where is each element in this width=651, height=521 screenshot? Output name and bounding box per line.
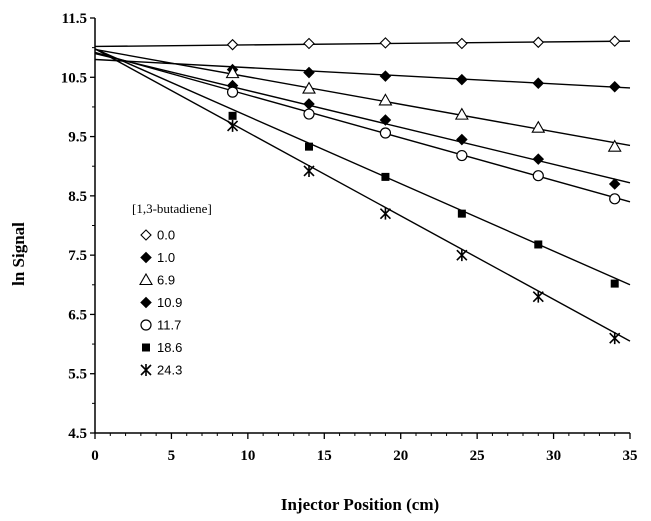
data-point: [225, 66, 240, 79]
legend-label: 18.6: [157, 340, 182, 355]
y-tick-label: 11.5: [62, 11, 87, 27]
x-tick-label: 20: [393, 448, 408, 464]
data-point: [608, 178, 621, 190]
data-point: [532, 170, 544, 182]
data-point: [302, 81, 316, 94]
y-tick-label: 5.5: [68, 367, 87, 383]
legend-marker: [140, 251, 152, 264]
data-point: [303, 66, 315, 79]
data-point: [228, 111, 237, 120]
legend-label: 1.0: [157, 250, 175, 265]
y-tick-label: 8.5: [68, 189, 87, 205]
y-tick-label: 7.5: [68, 248, 87, 264]
x-tick-label: 5: [168, 448, 176, 464]
data-point: [379, 127, 392, 139]
legend-label: 0.0: [157, 228, 175, 243]
legend-marker: [139, 272, 153, 286]
data-point: [456, 73, 468, 86]
legend-label: 10.9: [157, 295, 182, 310]
legend-marker: [140, 364, 152, 376]
data-point: [607, 139, 622, 152]
data-point: [457, 209, 466, 218]
ticks: [90, 17, 631, 439]
x-tick-label: 10: [240, 448, 255, 464]
x-tick-label: 30: [546, 448, 561, 464]
data-point: [379, 114, 392, 126]
x-tick-label: 35: [623, 448, 638, 464]
data-point: [456, 249, 468, 262]
data-point: [303, 37, 315, 50]
data-point: [379, 37, 392, 49]
data-point: [532, 290, 544, 303]
y-tick-label: 4.5: [68, 426, 87, 442]
data-point: [532, 36, 545, 49]
x-tick-label: 0: [91, 448, 99, 464]
legend-marker: [140, 296, 152, 309]
data-point: [378, 93, 393, 106]
fit-line: [94, 40, 631, 48]
legend-label: 24.3: [157, 363, 182, 378]
data-point: [379, 207, 391, 220]
data-point: [226, 86, 239, 98]
tick-labels: 4.5 5.5 6.5 7.5 8.5 9.5 10.5 11.5 0 5 10 15 20 25 30 35: [61, 11, 638, 464]
data-point: [532, 77, 545, 89]
data-point: [608, 80, 621, 93]
fit-line: [94, 48, 631, 147]
data-point: [303, 108, 315, 120]
data-point: [534, 240, 543, 249]
data-point: [456, 149, 468, 162]
legend-label: 11.7: [157, 318, 181, 333]
legend-marker: [142, 343, 150, 352]
legend-title: [1,3-butadiene]: [132, 201, 212, 216]
y-axis-title: ln Signal: [9, 222, 28, 286]
x-tick-label: 25: [470, 448, 485, 464]
data-point: [609, 332, 621, 345]
fit-line: [94, 51, 631, 203]
data-point: [609, 193, 621, 205]
data-point: [454, 107, 469, 120]
legend: [1,3-butadiene] 0.0 1.0 6.9 10.9 11.7 18.6 24.…: [132, 201, 212, 378]
data-point: [226, 38, 239, 51]
data-point: [531, 120, 546, 133]
data-point: [303, 164, 315, 177]
y-tick-label: 6.5: [68, 307, 87, 323]
x-tick-label: 15: [317, 448, 332, 464]
markers: [225, 35, 622, 345]
fit-line: [94, 48, 631, 342]
data-point: [532, 153, 545, 165]
data-point: [305, 142, 313, 151]
data-point: [227, 119, 239, 132]
fit-line: [94, 52, 631, 184]
data-point: [456, 37, 468, 50]
data-point: [379, 70, 392, 82]
y-tick-label: 10.5: [61, 70, 87, 86]
data-point: [303, 98, 315, 110]
data-point: [608, 35, 621, 47]
legend-label: 6.9: [157, 273, 175, 288]
x-axis-title: Injector Position (cm): [281, 495, 439, 514]
legend-marker: [140, 319, 152, 331]
data-point: [381, 172, 390, 181]
data-point: [456, 133, 468, 146]
data-point: [610, 279, 619, 288]
y-tick-label: 9.5: [68, 130, 87, 146]
legend-marker: [140, 229, 152, 241]
